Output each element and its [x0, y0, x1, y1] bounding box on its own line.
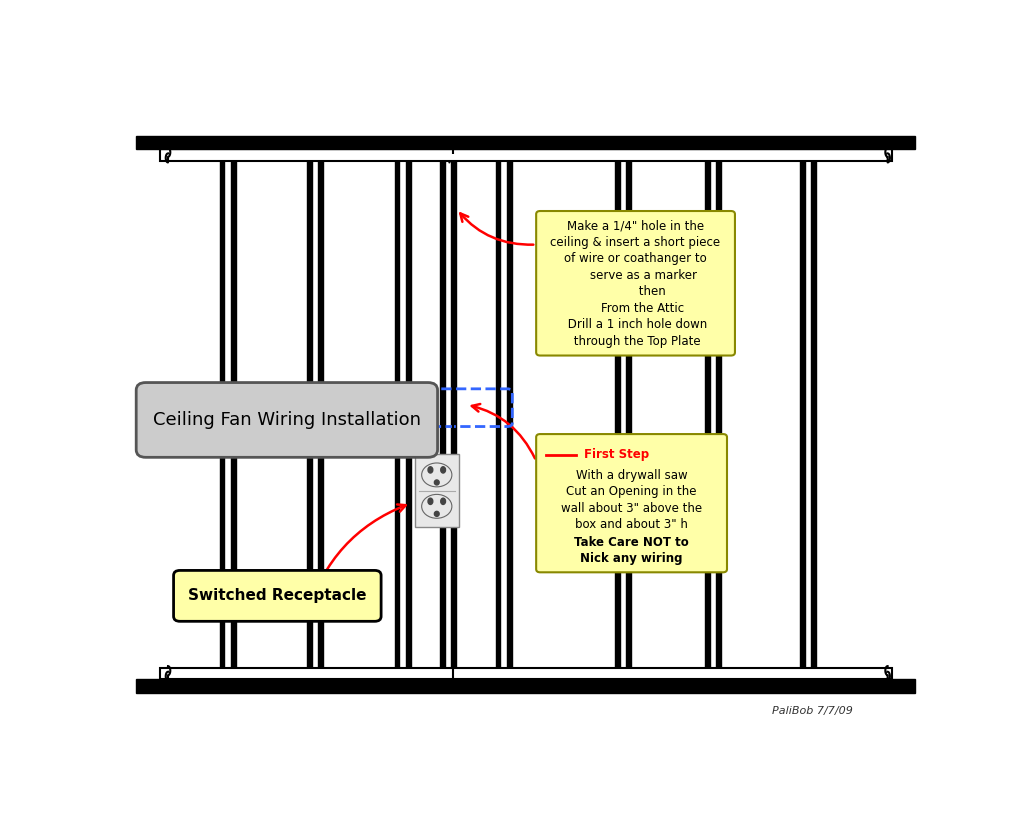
- Bar: [318, 149, 323, 679]
- Text: Ceiling Fan Wiring Installation: Ceiling Fan Wiring Installation: [153, 411, 421, 429]
- Bar: [415, 455, 459, 527]
- Bar: [440, 149, 444, 679]
- Bar: [716, 149, 720, 679]
- Bar: [307, 149, 312, 679]
- Bar: [136, 679, 915, 693]
- Ellipse shape: [441, 467, 445, 473]
- Ellipse shape: [434, 480, 439, 485]
- Ellipse shape: [428, 467, 433, 473]
- Bar: [160, 667, 892, 679]
- Ellipse shape: [428, 498, 433, 504]
- Text: First Step: First Step: [584, 448, 649, 461]
- Bar: [136, 135, 915, 149]
- FancyBboxPatch shape: [537, 434, 727, 572]
- Text: Take Care NOT to
Nick any wiring: Take Care NOT to Nick any wiring: [575, 535, 688, 565]
- Ellipse shape: [434, 512, 439, 517]
- Bar: [496, 149, 501, 679]
- Bar: [405, 149, 410, 679]
- FancyBboxPatch shape: [173, 570, 381, 621]
- FancyBboxPatch shape: [537, 211, 735, 356]
- Text: PaliBob 7/7/09: PaliBob 7/7/09: [772, 706, 853, 716]
- Bar: [395, 149, 399, 679]
- Bar: [451, 149, 456, 679]
- Text: With a drywall saw
Cut an Opening in the
wall about 3" above the
box and about 3: With a drywall saw Cut an Opening in the…: [561, 469, 702, 531]
- Bar: [812, 149, 816, 679]
- Text: Switched Receptacle: Switched Receptacle: [188, 588, 366, 603]
- Bar: [705, 149, 710, 679]
- Bar: [160, 149, 892, 161]
- Ellipse shape: [441, 498, 445, 504]
- Bar: [231, 149, 236, 679]
- Bar: [220, 149, 225, 679]
- Text: Make a 1/4" hole in the
ceiling & insert a short piece
of wire or coathanger to
: Make a 1/4" hole in the ceiling & insert…: [551, 219, 720, 348]
- Bar: [800, 149, 805, 679]
- FancyBboxPatch shape: [136, 383, 437, 457]
- Bar: [615, 149, 620, 679]
- Bar: [507, 149, 512, 679]
- Bar: [626, 149, 631, 679]
